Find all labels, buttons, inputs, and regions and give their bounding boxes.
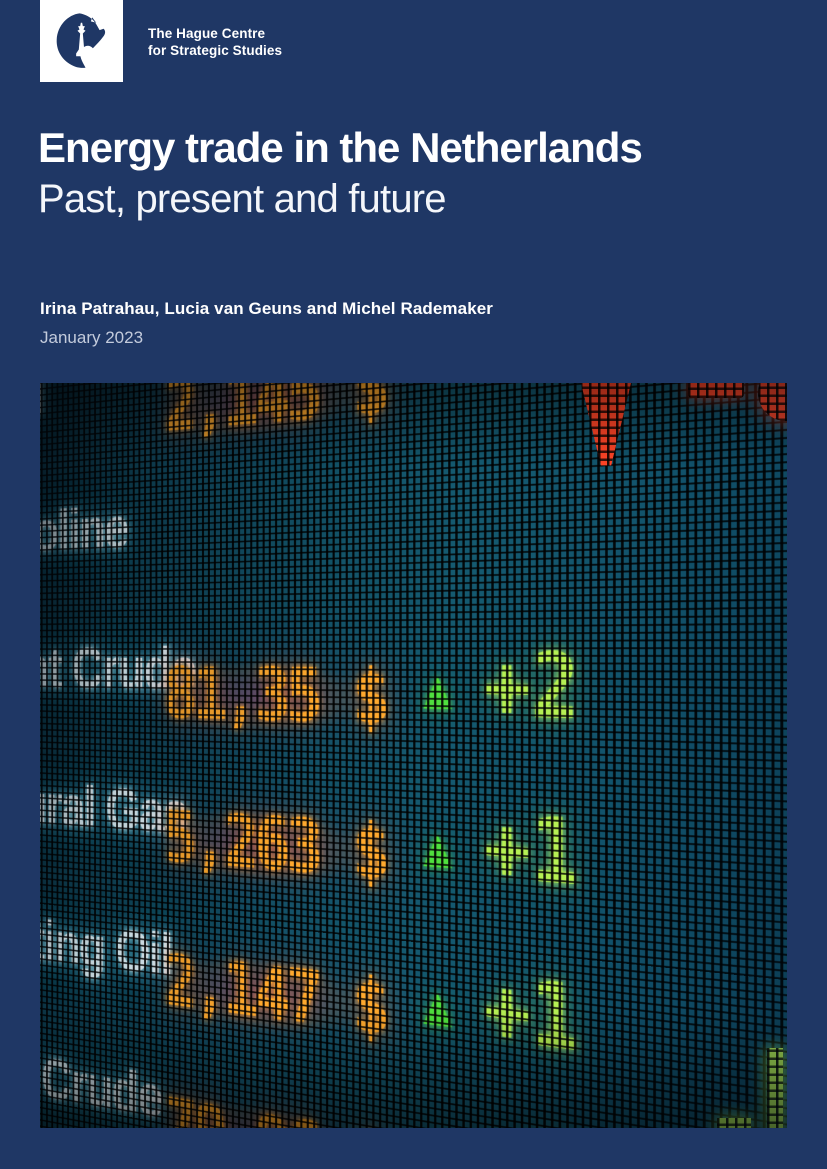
hcss-logo <box>40 0 123 82</box>
page-subtitle: Past, present and future <box>38 177 447 221</box>
up-arrow-icon: ▲ <box>413 816 462 882</box>
commodity-label: Brent Crude <box>40 636 196 703</box>
commodity-label: Gasoline <box>40 495 128 567</box>
commodity-label: Coal <box>40 383 44 435</box>
brand-line2: for Strategic Studies <box>148 43 283 58</box>
chess-knight-icon <box>56 13 106 68</box>
commodity-label: Heating Oil <box>40 901 173 990</box>
price-change: +1 <box>483 1117 579 1128</box>
brand-name: The Hague Centre for Strategic Studies <box>148 25 282 59</box>
commodity-label: WTI Crude <box>40 1034 162 1128</box>
trend-arrow-icon <box>393 531 483 535</box>
authors-line: Irina Patrahau, Lucia van Geuns and Mich… <box>40 299 494 318</box>
commodity-price: 81,35 $ <box>163 653 394 742</box>
ticker-row: Brent Crude 81,35 $ ▲ +2 <box>40 584 787 764</box>
brand-line1: The Hague Centre <box>148 26 266 41</box>
price-change: +1 <box>483 956 580 1073</box>
ticker-board: Coal 2,145 $ Gasoline Brent Crude 81,35 … <box>40 383 787 1128</box>
commodity-label: Natural Gas <box>40 769 188 847</box>
up-arrow-icon: ▲ <box>413 973 462 1042</box>
up-arrow-icon: ▲ <box>413 659 462 722</box>
ticker-rows: Coal 2,145 $ Gasoline Brent Crude 81,35 … <box>40 383 787 1128</box>
price-change: +2 <box>483 634 580 740</box>
publication-date: January 2023 <box>40 328 144 347</box>
commodity-price: 79,96 $ <box>163 1082 394 1128</box>
commodity-price: 2,145 $ <box>163 383 394 449</box>
commodity-price <box>164 541 394 550</box>
cover-photo-led-ticker: Coal 2,145 $ Gasoline Brent Crude 81,35 … <box>40 383 787 1128</box>
commodity-price: 5,263 $ <box>163 796 394 898</box>
page-title: Energy trade in the Netherlands <box>38 124 643 171</box>
price-change: +1 <box>483 795 580 907</box>
